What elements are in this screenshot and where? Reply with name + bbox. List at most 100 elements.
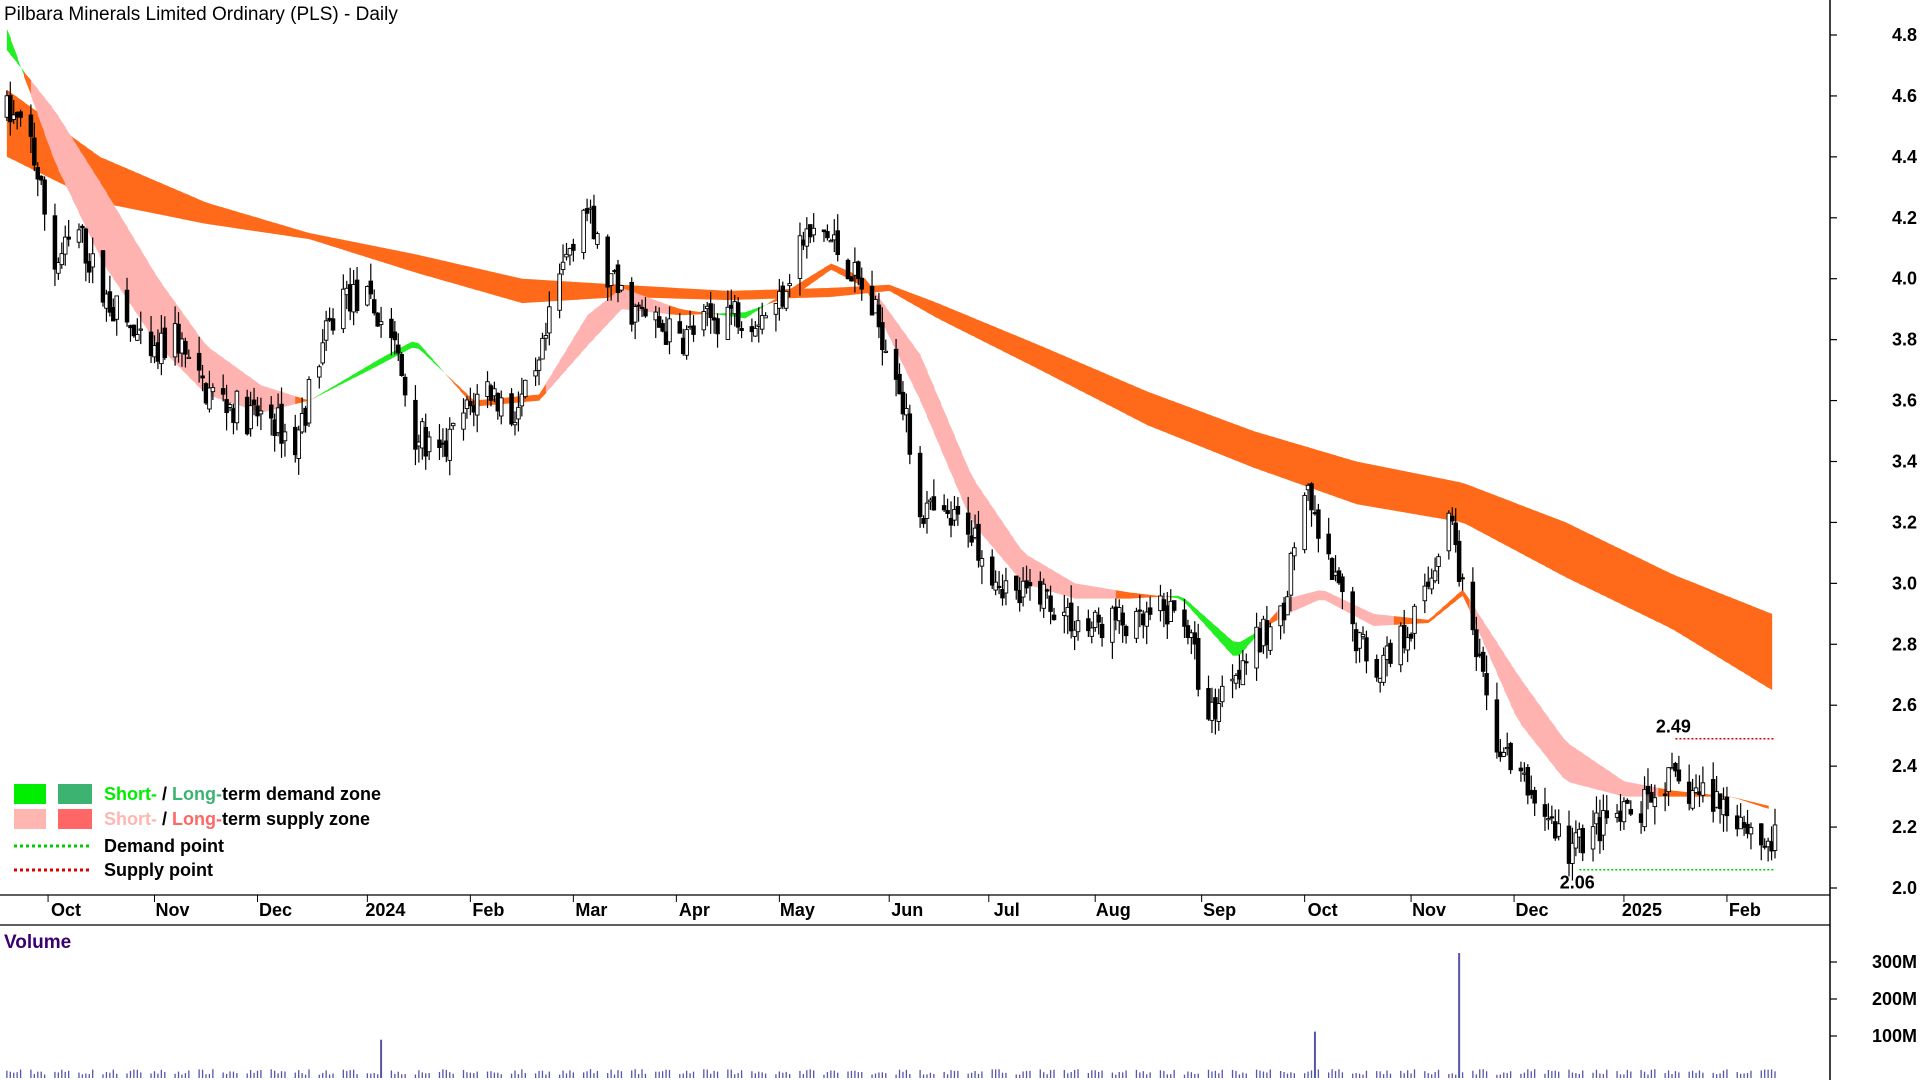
short-term-band [587,309,595,346]
long-term-band [271,221,279,235]
candle-body [52,215,58,270]
time-tick-label: May [780,900,815,920]
long-term-band [1510,501,1519,552]
candle-body [1388,642,1393,664]
candle-body [1480,651,1486,672]
short-term-band [1569,744,1577,785]
candle-body [540,337,545,360]
long-term-band [1218,418,1227,457]
short-term-band [621,287,629,310]
short-term-band [1359,607,1368,623]
long-term-band [676,287,684,299]
short-term-band [1150,594,1158,598]
long-term-band [1098,370,1107,404]
long-term-band [1280,439,1289,480]
long-term-band [1689,581,1697,644]
short-term-band [676,307,684,316]
candle-body [1453,522,1458,546]
long-term-band [975,318,983,341]
supply-point-label: 2.49 [1656,717,1691,737]
short-term-band [745,309,753,319]
candle-body [581,209,586,254]
candlesticks [4,81,1778,881]
candle-body [1405,637,1410,651]
candle-body [787,283,792,287]
long-term-band [1246,428,1254,468]
long-term-band [947,307,956,327]
long-term-band [350,241,358,255]
short-term-band [1435,607,1443,618]
candle-body [396,344,401,354]
long-term-band [1091,367,1100,401]
short-term-band [1462,589,1471,612]
long-term-band [542,279,550,302]
short-term-band [981,491,990,543]
candle-body [1456,540,1462,582]
candle-body [354,279,360,311]
long-term-band [113,162,121,207]
short-term-band [762,302,770,308]
short-term-band [370,359,379,370]
candle-body [859,277,865,290]
short-term-band [1297,594,1306,610]
short-term-band [154,273,162,350]
legend-swatch-long [58,809,92,829]
candle-body [1268,626,1273,651]
long-term-band [1404,471,1412,514]
long-term-band [813,288,822,298]
short-term-band [961,452,969,515]
candle-body [1601,810,1606,836]
long-term-band [508,275,516,302]
long-term-band [1558,519,1567,578]
short-term-band [1740,799,1749,803]
long-term-band [514,277,523,304]
candle-body [1625,799,1630,804]
long-term-band [1009,332,1017,359]
candle-body [330,318,336,331]
long-term-band [1579,529,1587,588]
candle-body [976,523,981,561]
candle-body [608,273,614,286]
short-term-band [288,394,296,406]
short-term-band [1170,595,1179,599]
time-tick-label: Feb [472,900,504,920]
time-tick-label: Nov [155,900,189,920]
candle-body [512,421,518,426]
candle-body [811,227,816,236]
candle-body [629,282,634,325]
long-term-band [1544,514,1553,570]
candle-body [567,248,573,256]
long-term-band [501,273,509,300]
short-term-band [1081,584,1089,599]
candle-body [1408,633,1414,639]
long-term-band [264,219,272,234]
long-term-band [1198,410,1206,449]
short-term-band [58,116,66,185]
long-term-band [1369,464,1378,508]
short-term-band [1428,613,1436,623]
short-term-band [1115,590,1124,599]
long-term-band [1050,350,1059,379]
long-term-band [418,255,427,276]
candle-body [948,517,954,526]
long-term-band [913,293,921,309]
candle-body [402,376,408,396]
candle-body [1285,596,1290,616]
time-tick-label: Sep [1203,900,1236,920]
candle-body [135,334,140,341]
candle-body [965,512,971,535]
short-term-band [1496,642,1505,690]
short-term-band [988,502,997,551]
long-term-band [357,242,365,257]
long-term-band [1466,484,1474,528]
demand-point-label: 2.06 [1560,873,1595,893]
candle-body [186,356,192,359]
short-term-band [648,297,657,313]
long-term-band [453,262,461,286]
candle-body [595,233,600,245]
long-term-band [961,313,969,334]
time-tick-label: Oct [51,900,81,920]
short-term-band [99,181,108,269]
long-term-band [563,281,571,301]
long-term-band [655,286,664,299]
